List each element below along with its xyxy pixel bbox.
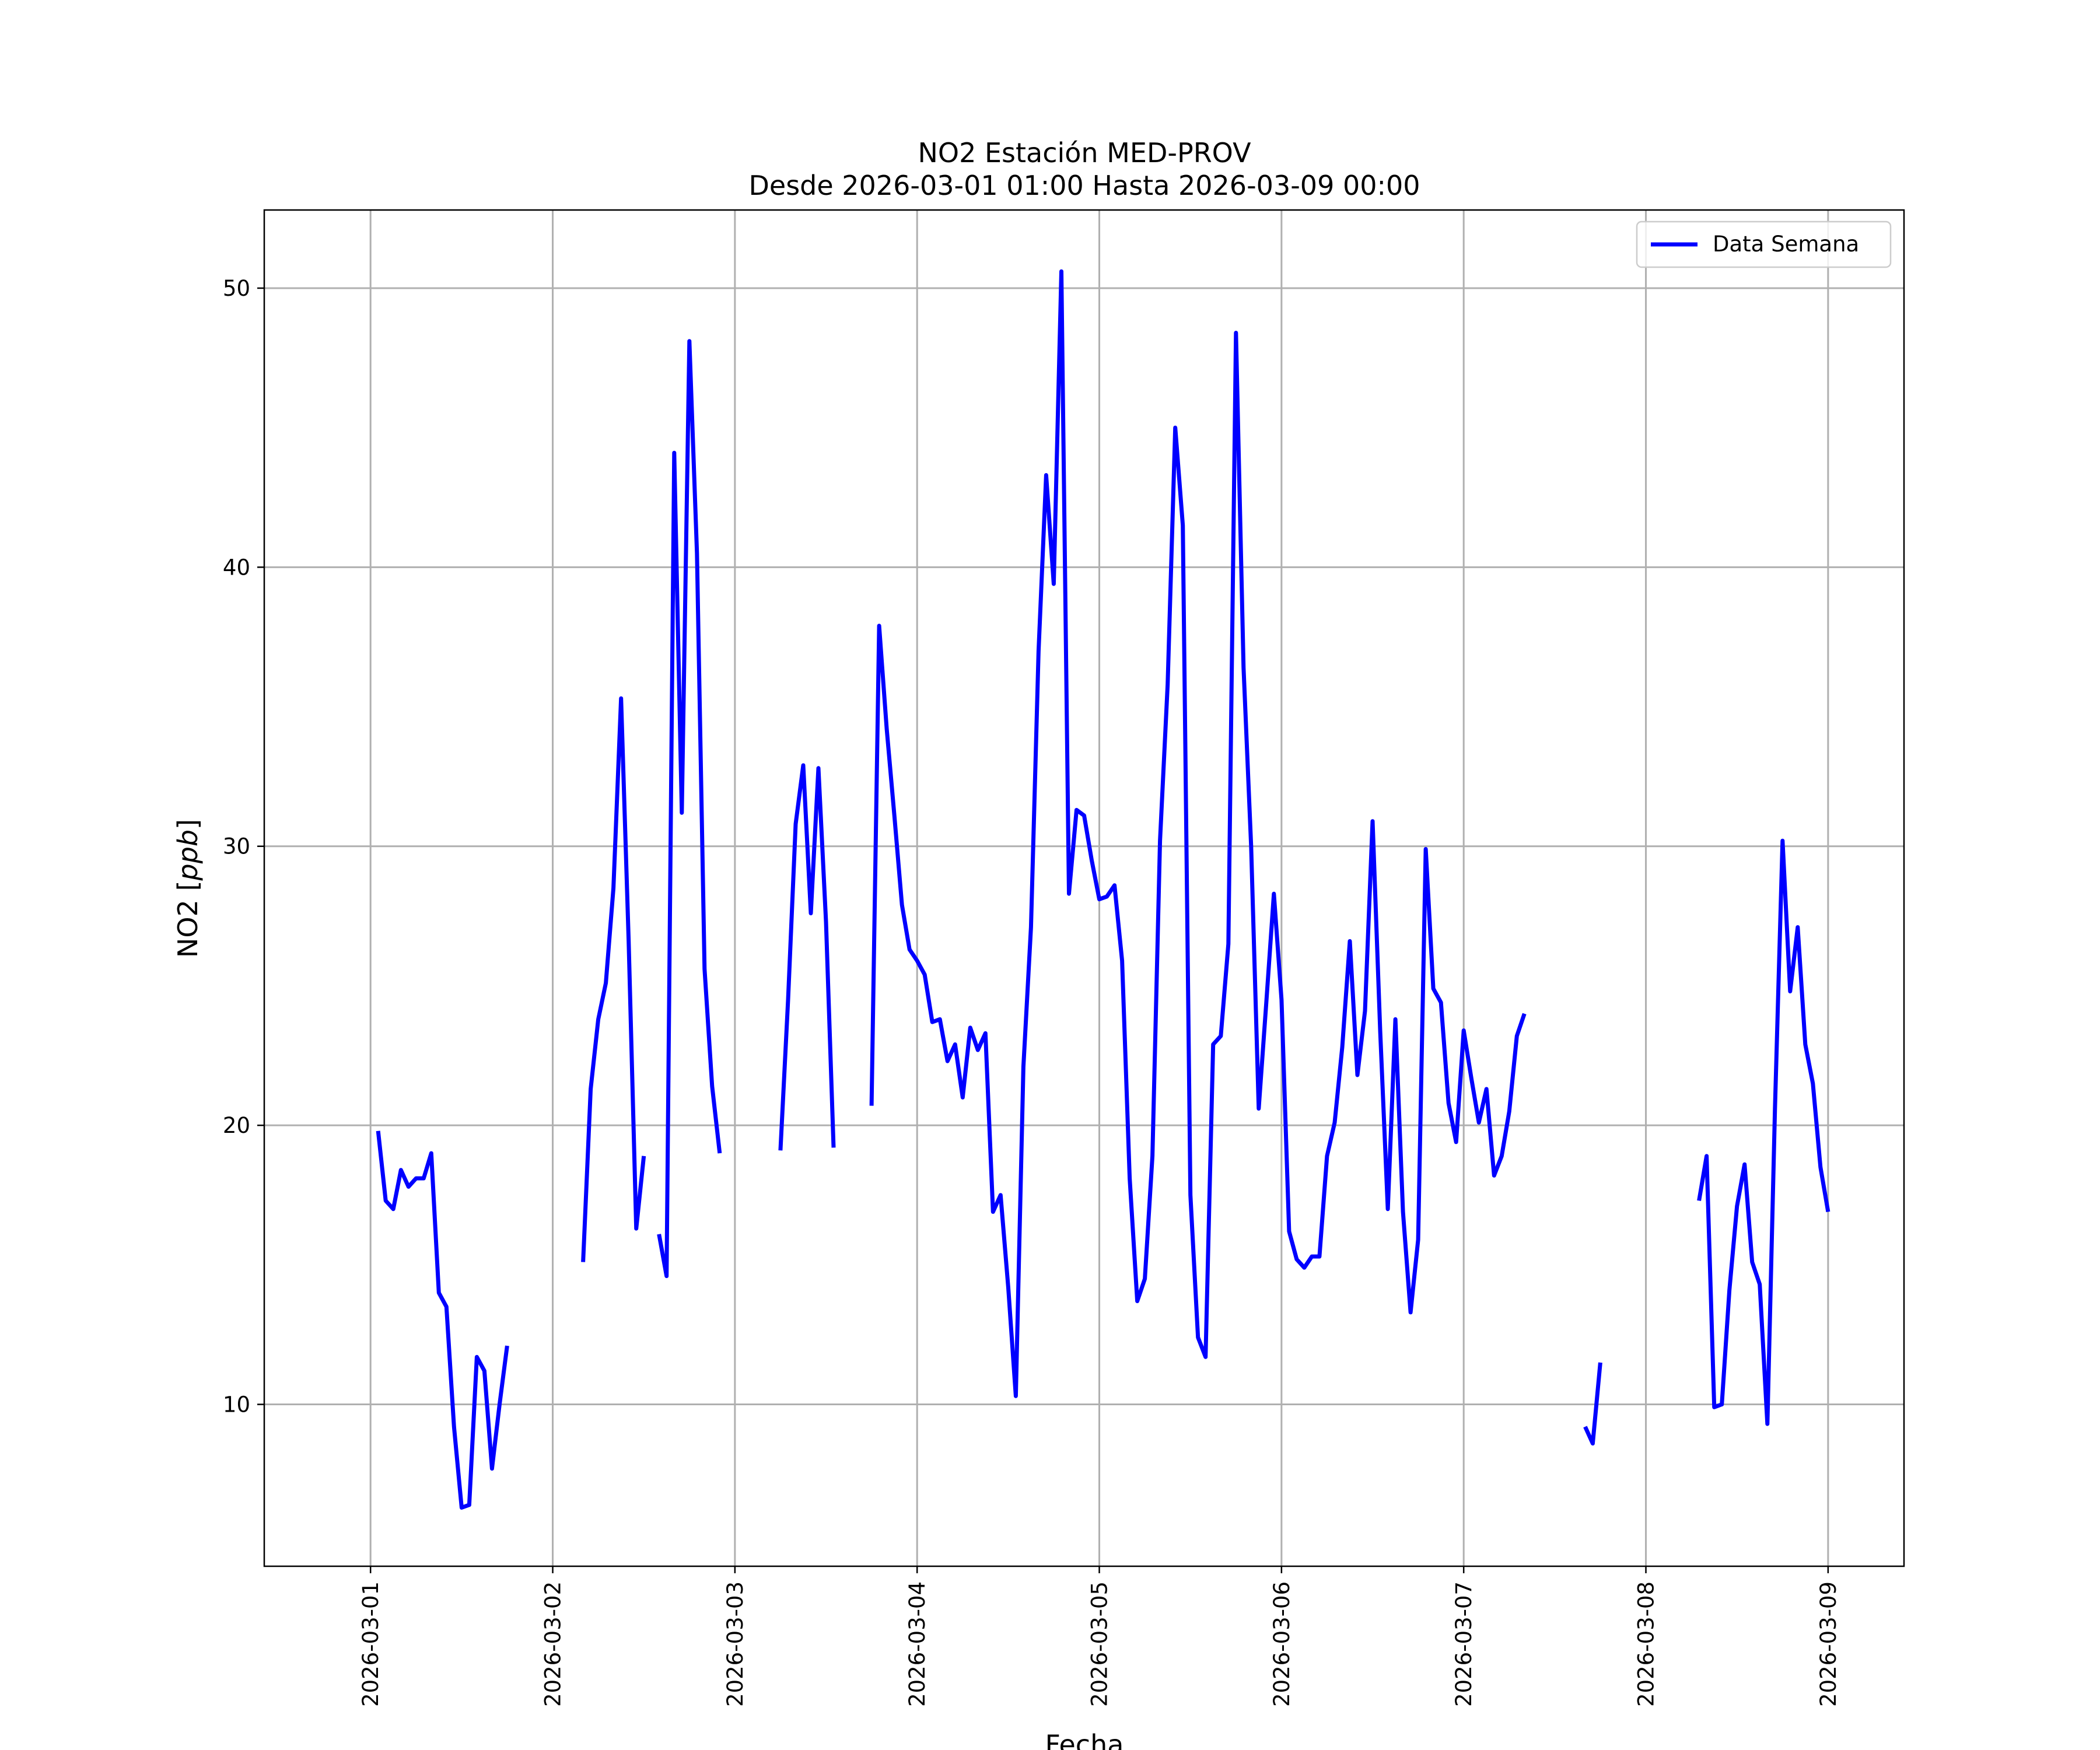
x-tick-label: 2026-03-06 [1269,1581,1294,1707]
x-tick-label: 2026-03-08 [1634,1581,1659,1707]
x-tick-label: 2026-03-01 [358,1581,383,1707]
series-line-segment-5 [1583,1362,1602,1446]
x-tick-label: 2026-03-09 [1816,1581,1841,1707]
y-tick-label: 40 [223,555,250,580]
x-tick-label: 2026-03-04 [905,1581,930,1707]
y-axis-label-prefix: NO2 [ [172,881,204,958]
series-line-segment-6 [1697,838,1831,1426]
legend-label-data-semana: Data Semana [1713,232,1859,257]
series-line-segment-4 [869,269,1527,1398]
series-line-segment-3 [778,763,836,1151]
y-axis-label: NO2 [ppb] [172,819,204,958]
y-tick-label: 30 [223,834,250,859]
chart-subtitle: Desde 2026-03-01 01:00 Hasta 2026-03-09 … [748,170,1420,201]
legend-box [1636,220,1892,268]
x-tick-label: 2026-03-03 [723,1581,748,1707]
series-line-segment-0 [376,1130,509,1510]
series-line-segment-1 [581,696,646,1262]
y-axis-label-unit: ppb [172,830,204,881]
y-tick-label: 20 [223,1113,250,1138]
y-axis-label-suffix: ] [172,819,204,830]
x-axis-ticks: 2026-03-01 2026-03-02 2026-03-03 2026-03-04… [358,1566,1841,1707]
legend: Data Semana [1636,220,1892,268]
x-tick-label: 2026-03-07 [1451,1581,1476,1707]
x-tick-label: 2026-03-02 [541,1581,566,1707]
plot-frame [263,209,1905,1567]
series-line-segment-2 [657,339,722,1278]
y-tick-label: 10 [223,1392,250,1418]
chart-title: NO2 Estación MED-PROV [918,137,1251,169]
x-tick-label: 2026-03-05 [1087,1581,1112,1707]
series-data-semana [376,269,1831,1510]
grid-lines [264,210,1904,1566]
y-tick-label: 50 [223,276,250,301]
y-axis-ticks: 10 20 30 40 50 [223,276,264,1418]
x-axis-label: Fecha [1045,1729,1124,1750]
